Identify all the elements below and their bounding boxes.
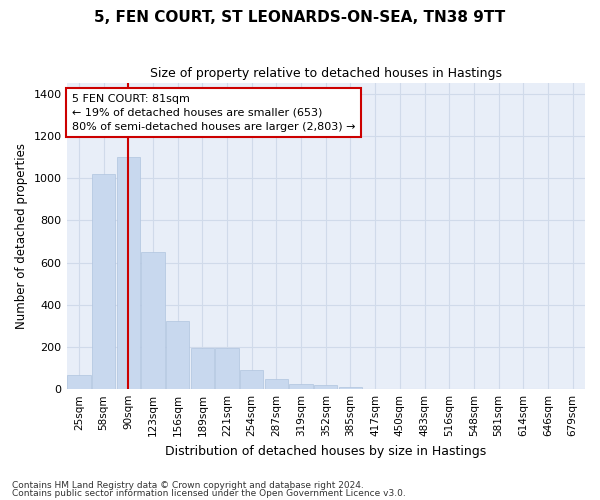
X-axis label: Distribution of detached houses by size in Hastings: Distribution of detached houses by size … [165, 444, 487, 458]
Bar [314, 385, 337, 389]
Bar [339, 387, 362, 389]
Bar [215, 348, 239, 389]
Bar [141, 252, 164, 389]
Bar [289, 384, 313, 389]
Bar [166, 320, 190, 389]
Title: Size of property relative to detached houses in Hastings: Size of property relative to detached ho… [150, 68, 502, 80]
Bar [116, 157, 140, 389]
Bar [67, 376, 91, 389]
Text: 5 FEN COURT: 81sqm
← 19% of detached houses are smaller (653)
80% of semi-detach: 5 FEN COURT: 81sqm ← 19% of detached hou… [72, 94, 355, 132]
Text: Contains public sector information licensed under the Open Government Licence v3: Contains public sector information licen… [12, 488, 406, 498]
Bar [265, 378, 288, 389]
Text: Contains HM Land Registry data © Crown copyright and database right 2024.: Contains HM Land Registry data © Crown c… [12, 481, 364, 490]
Bar [240, 370, 263, 389]
Text: 5, FEN COURT, ST LEONARDS-ON-SEA, TN38 9TT: 5, FEN COURT, ST LEONARDS-ON-SEA, TN38 9… [94, 10, 506, 25]
Y-axis label: Number of detached properties: Number of detached properties [15, 143, 28, 329]
Bar [191, 348, 214, 389]
Bar [92, 174, 115, 389]
